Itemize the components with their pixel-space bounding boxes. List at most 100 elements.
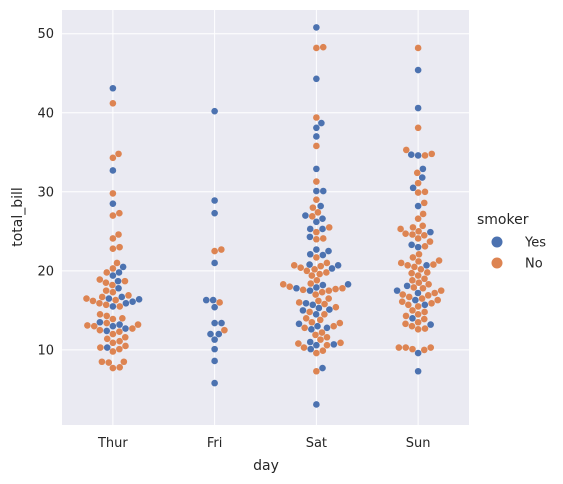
- data-point-no: [318, 329, 326, 336]
- data-point-yes: [315, 304, 323, 312]
- data-point-no: [116, 303, 124, 310]
- data-point-no: [303, 267, 311, 275]
- data-point-no: [421, 308, 428, 316]
- data-point-no: [308, 272, 316, 279]
- data-point-no: [125, 292, 132, 299]
- data-point-no: [415, 228, 422, 235]
- data-point-no: [116, 209, 123, 217]
- data-point-no: [415, 279, 423, 287]
- data-point-yes: [103, 344, 111, 351]
- data-point-yes: [306, 233, 314, 241]
- y-axis-label: total_bill: [10, 187, 26, 247]
- data-point-no: [97, 344, 104, 351]
- data-point-yes: [211, 379, 218, 387]
- data-point-no: [336, 319, 344, 327]
- data-point-yes: [293, 284, 300, 292]
- data-point-yes: [319, 187, 327, 195]
- data-point-no: [404, 262, 411, 269]
- data-point-yes: [412, 296, 419, 304]
- data-point-yes: [421, 301, 429, 309]
- data-point-no: [325, 287, 333, 294]
- data-point-no: [424, 292, 432, 299]
- data-point-no: [402, 344, 410, 351]
- legend-marker-no: [491, 257, 503, 269]
- data-point-no: [318, 288, 326, 296]
- x-tick-labels: Thur Fri Sat Sun: [97, 436, 431, 451]
- data-point-no: [339, 284, 346, 292]
- data-point-no: [295, 340, 302, 347]
- data-point-yes: [218, 319, 225, 327]
- data-point-yes: [306, 287, 314, 294]
- data-point-no: [109, 315, 117, 323]
- data-point-no: [116, 328, 123, 336]
- data-point-no: [297, 264, 304, 271]
- data-point-yes: [313, 24, 320, 31]
- y-tick-label: 20: [37, 264, 54, 279]
- data-point-no: [84, 322, 91, 329]
- data-point-yes: [309, 301, 317, 309]
- data-point-no: [311, 265, 318, 273]
- data-point-no: [421, 275, 428, 283]
- x-axis-label: day: [253, 458, 279, 474]
- data-point-yes: [317, 202, 324, 210]
- data-point-yes: [313, 401, 320, 408]
- data-point-no: [307, 280, 315, 287]
- data-point-yes: [313, 165, 320, 173]
- data-point-yes: [211, 209, 218, 217]
- data-point-no: [316, 270, 323, 278]
- data-point-yes: [122, 299, 130, 307]
- data-point-yes: [408, 241, 415, 249]
- data-point-yes: [299, 307, 307, 314]
- data-point-yes: [211, 319, 218, 327]
- data-point-yes: [319, 364, 326, 372]
- data-point-yes: [215, 330, 223, 338]
- data-point-yes: [313, 124, 320, 132]
- data-point-no: [332, 303, 340, 311]
- data-point-no: [409, 224, 417, 231]
- data-point-yes: [393, 287, 401, 294]
- data-point-no: [405, 293, 413, 301]
- data-point-no: [119, 314, 126, 322]
- data-point-no: [317, 336, 324, 343]
- data-point-no: [415, 250, 423, 258]
- data-point-yes: [427, 228, 434, 236]
- data-point-yes: [211, 357, 218, 365]
- data-point-no: [319, 235, 327, 242]
- data-point-no: [420, 346, 428, 354]
- data-point-no: [102, 301, 110, 309]
- data-point-no: [313, 254, 320, 261]
- data-point-yes: [307, 345, 315, 353]
- data-point-yes: [414, 66, 422, 74]
- data-point-yes: [109, 84, 117, 92]
- data-point-yes: [306, 225, 314, 233]
- data-point-no: [414, 326, 422, 333]
- data-points: [83, 24, 445, 408]
- data-point-yes: [122, 325, 129, 332]
- data-point-no: [319, 347, 327, 354]
- data-point-yes: [313, 133, 320, 140]
- data-point-no: [313, 235, 320, 243]
- data-point-no: [313, 349, 320, 357]
- data-point-no: [402, 320, 409, 328]
- data-point-no: [421, 325, 429, 332]
- data-point-no: [116, 243, 123, 251]
- data-point-no: [313, 44, 320, 52]
- legend-marker-yes: [491, 236, 503, 248]
- data-point-yes: [319, 281, 327, 289]
- data-point-yes: [344, 280, 352, 288]
- data-point-yes: [135, 296, 143, 303]
- data-point-no: [302, 314, 310, 322]
- data-point-no: [402, 312, 410, 320]
- data-point-yes: [313, 218, 320, 226]
- data-point-no: [109, 288, 117, 296]
- data-point-yes: [306, 338, 314, 346]
- data-point-no: [421, 152, 429, 159]
- data-point-yes: [427, 321, 434, 328]
- data-point-no: [312, 331, 319, 339]
- data-point-no: [221, 326, 228, 334]
- data-point-no: [308, 213, 316, 220]
- data-point-no: [409, 277, 416, 284]
- data-point-yes: [211, 336, 218, 343]
- data-point-no: [419, 210, 427, 218]
- data-point-no: [313, 142, 320, 150]
